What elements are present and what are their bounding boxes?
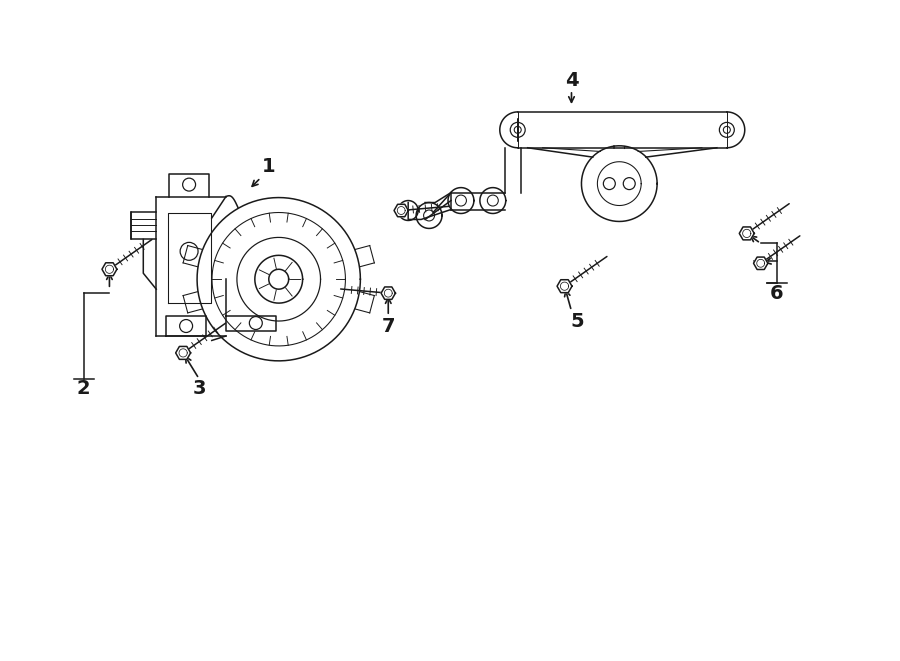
Polygon shape	[381, 287, 395, 299]
Text: 1: 1	[262, 157, 275, 176]
Text: 4: 4	[564, 71, 579, 89]
Polygon shape	[102, 263, 117, 276]
Text: 5: 5	[571, 311, 584, 330]
Text: 7: 7	[382, 317, 395, 336]
Polygon shape	[176, 346, 191, 360]
Polygon shape	[557, 280, 572, 293]
Text: 6: 6	[770, 284, 783, 303]
Text: 3: 3	[193, 379, 206, 399]
Polygon shape	[753, 257, 768, 270]
Text: 2: 2	[76, 379, 90, 399]
Polygon shape	[739, 227, 754, 240]
Polygon shape	[394, 204, 409, 217]
